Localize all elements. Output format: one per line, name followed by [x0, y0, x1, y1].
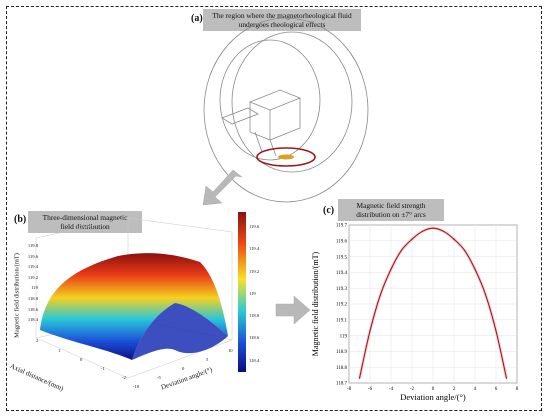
panel-b-caption-line1: Three-dimensional magnetic	[42, 213, 128, 222]
series-point	[505, 377, 508, 379]
panel-a-caption-line2: undergoes rheological effects	[238, 20, 326, 29]
panel-c-caption: Magnetic field strength distribution on …	[338, 199, 444, 221]
x-tick-label: -4	[389, 387, 394, 392]
y-tick-label: 118.7	[336, 382, 348, 387]
x-tick-label: 8	[516, 387, 519, 392]
series-point	[495, 330, 497, 332]
x-tick-label: 4	[474, 387, 477, 392]
y-tick-label: 118.9	[336, 350, 348, 355]
series-point	[411, 238, 413, 240]
series-point	[474, 268, 476, 270]
x-tick-label: 2	[453, 387, 456, 392]
series-point	[453, 238, 455, 240]
panel-c-label: (c)	[323, 205, 335, 216]
colorbar	[238, 212, 246, 372]
series	[357, 226, 509, 379]
series-point	[432, 227, 434, 229]
y-tick-label: 119.7	[336, 224, 348, 229]
y-tick-label: 119.3	[336, 287, 348, 292]
surface-underside	[132, 303, 228, 360]
series-point	[390, 268, 392, 270]
x-tick-label: -8	[347, 387, 352, 392]
panel-b-caption-line2: field distribution	[60, 222, 110, 231]
inner-ring	[219, 39, 321, 161]
panel-b-label: (b)	[14, 214, 27, 225]
y-tick-label: 119.4	[336, 271, 348, 276]
mr-fluid-region-highlight	[256, 147, 316, 167]
outer-ring-back	[231, 31, 353, 173]
series-point	[442, 230, 445, 232]
series-point	[400, 249, 403, 251]
outer-ring-front	[203, 17, 369, 203]
chart-y-axis-label: Magnetic field distribution/(mT)	[311, 251, 320, 356]
surface-mesh	[40, 253, 228, 360]
y-tick-label: 118.8	[336, 366, 348, 371]
x-tick-label: -2	[410, 387, 415, 392]
y-tick-label: 119.2	[336, 303, 348, 308]
panel-c-caption-line1: Magnetic field strength	[356, 201, 426, 210]
arrow-b-to-c-icon	[275, 295, 311, 325]
y-tick-label: 119	[340, 334, 348, 339]
series-point	[421, 230, 424, 232]
x-tick-label: -6	[368, 387, 373, 392]
core-block-right	[269, 98, 301, 141]
mr-fluid-gap	[278, 154, 294, 160]
shaft-block	[221, 107, 259, 125]
series-point	[369, 330, 371, 332]
series-point	[484, 293, 487, 296]
y-tick-label: 119.6	[336, 240, 348, 245]
panel-b-caption: Three-dimensional magnetic field distrib…	[28, 211, 142, 233]
support-line	[269, 139, 277, 157]
chart-x-axis-label: Deviation angle/(°)	[400, 392, 466, 402]
x-tick-label: 0	[432, 387, 435, 392]
panel-a-label: (a)	[191, 13, 203, 24]
panel-a-caption-line1: The region where the magnetorheological …	[212, 11, 352, 20]
tick-labels: -8 -6 -4 -2 0 2 4 6 8 118.7 118.8 118.9 119 119.1 119.…	[336, 224, 519, 392]
panel-c-caption-line2: distribution on ±7° arcs	[356, 210, 426, 219]
y-tick-label: 119.1	[336, 319, 348, 324]
series-point	[379, 293, 382, 296]
figure-frame	[6, 6, 542, 411]
x-tick-label: 6	[495, 387, 498, 392]
support-line-2	[254, 131, 263, 153]
panel-a-caption: The region where the magnetorheological …	[203, 9, 361, 31]
arrow-a-to-b-icon	[202, 169, 243, 206]
y-tick-label: 119.5	[336, 255, 348, 260]
series-point	[463, 249, 466, 251]
series-point	[358, 377, 361, 379]
